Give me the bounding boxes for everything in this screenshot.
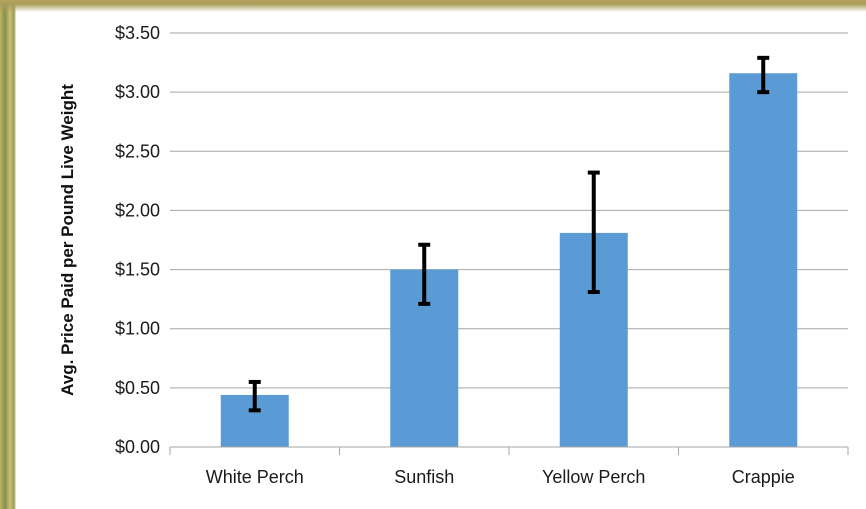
- x-category-label: White Perch: [206, 467, 304, 487]
- y-axis-tick-labels: $0.00 $0.50 $1.00 $1.50 $2.00 $2.50 $3.00 $3.50: [115, 23, 160, 457]
- x-category-label: Yellow Perch: [542, 467, 645, 487]
- x-category-label: Sunfish: [394, 467, 454, 487]
- y-tick-label: $3.00: [115, 82, 160, 102]
- y-tick-label: $3.50: [115, 23, 160, 43]
- bars: [220, 73, 798, 448]
- x-category-label: Crappie: [732, 467, 795, 487]
- x-axis: [169, 446, 849, 455]
- y-tick-label: $2.50: [115, 141, 160, 161]
- y-tick-label: $2.00: [115, 200, 160, 220]
- bar: [729, 73, 798, 448]
- y-axis-label: Avg. Price Paid per Pound Live Weight: [58, 84, 77, 396]
- error-bars: [248, 55, 770, 413]
- y-tick-label: $0.50: [115, 378, 160, 398]
- y-tick-label: $1.00: [115, 319, 160, 339]
- y-tick-label: $0.00: [115, 437, 160, 457]
- x-axis-category-labels: White Perch Sunfish Yellow Perch Crappie: [206, 467, 795, 487]
- y-tick-label: $1.50: [115, 260, 160, 280]
